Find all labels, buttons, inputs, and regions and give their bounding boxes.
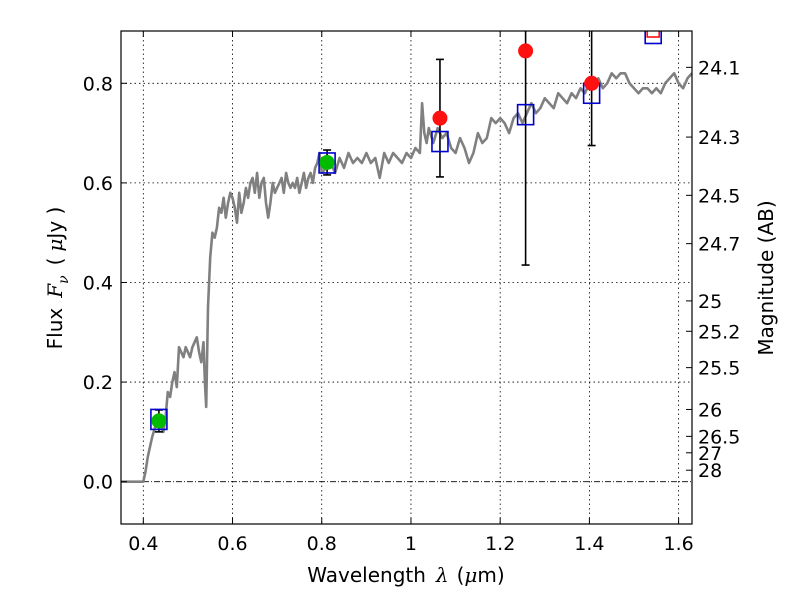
y-axis-label-unit-rest: Jy ) — [43, 207, 67, 241]
x-axis-label-symbol: λ — [435, 563, 449, 587]
observed-photometry-markers — [151, 31, 660, 429]
x-tick-label-4: 1.2 — [485, 533, 515, 555]
grid-lines — [121, 31, 692, 524]
green-detection-point-1 — [319, 154, 335, 170]
y-tick-label-2: 0.4 — [83, 272, 113, 294]
y2-tick-label-0: 24.1 — [698, 57, 740, 79]
y-axis-label-subscript: ν — [56, 275, 72, 284]
y2-tick-label-4: 25 — [698, 291, 722, 313]
y-axis-label-text: Flux — [43, 308, 67, 350]
y-tick-label-3: 0.6 — [83, 173, 113, 195]
model-photometry-square-1 — [318, 152, 336, 174]
model-photometry-square-3 — [516, 103, 535, 126]
green-detection-point-0 — [151, 413, 167, 429]
x-tick-label-0: 0.4 — [128, 533, 158, 555]
x-tick-label-3: 1 — [405, 533, 417, 555]
y-axis-label-symbol: F — [43, 283, 67, 299]
y2-tick-label-1: 24.3 — [698, 127, 740, 149]
x-ticks: 0.4 0.6 0.8 1 1.2 1.4 1.6 — [128, 31, 694, 555]
y-axis-label: Flux Fν ( μJy ) — [43, 207, 72, 350]
y2-tick-label-3: 24.7 — [698, 234, 740, 256]
model-photometry-square-5 — [644, 31, 662, 45]
x-tick-label-6: 1.6 — [664, 533, 694, 555]
plot-frame — [120, 30, 693, 525]
red-detection-point-2 — [584, 75, 600, 91]
y2-tick-label-2: 24.5 — [698, 185, 740, 207]
model-photometry-square-2 — [431, 130, 449, 153]
model-photometry-square-0 — [150, 408, 168, 431]
y-tick-label-1: 0.2 — [83, 372, 113, 394]
x-tick-label-2: 0.8 — [307, 533, 337, 555]
y2-axis-label: Magnitude (AB) — [754, 200, 778, 355]
y-ticks: 0.0 0.2 0.4 0.6 0.8 — [83, 73, 127, 494]
red-detection-point-1 — [518, 43, 534, 59]
x-axis-label-unit-rest: m) — [477, 563, 504, 587]
y2-tick-label-9: 27 — [698, 443, 722, 465]
x-axis-label-text: Wavelength — [307, 563, 426, 587]
x-axis-label-unit-open: ( — [457, 563, 465, 587]
y-axis-label-unit-open: ( — [43, 258, 67, 266]
y-tick-label-0: 0.0 — [83, 472, 113, 494]
x-tick-label-1: 0.6 — [217, 533, 247, 555]
x-axis-label-unit-mu: μ — [464, 563, 477, 587]
y2-tick-label-7: 26 — [698, 399, 722, 421]
y2-tick-label-5: 25.2 — [698, 321, 740, 343]
red-detection-point-0 — [432, 110, 448, 126]
y2-tick-label-10: 28 — [698, 460, 722, 482]
upper-limit-marker — [646, 31, 660, 38]
y-tick-label-4: 0.8 — [83, 73, 113, 95]
y2-tick-label-8: 26.5 — [698, 426, 740, 448]
x-tick-label-5: 1.4 — [574, 533, 604, 555]
y-axis-label-unit-mu: μ — [43, 239, 67, 252]
x-axis-label: Wavelength λ (μm) — [307, 563, 504, 587]
y2-tick-label-6: 25.5 — [698, 358, 740, 380]
